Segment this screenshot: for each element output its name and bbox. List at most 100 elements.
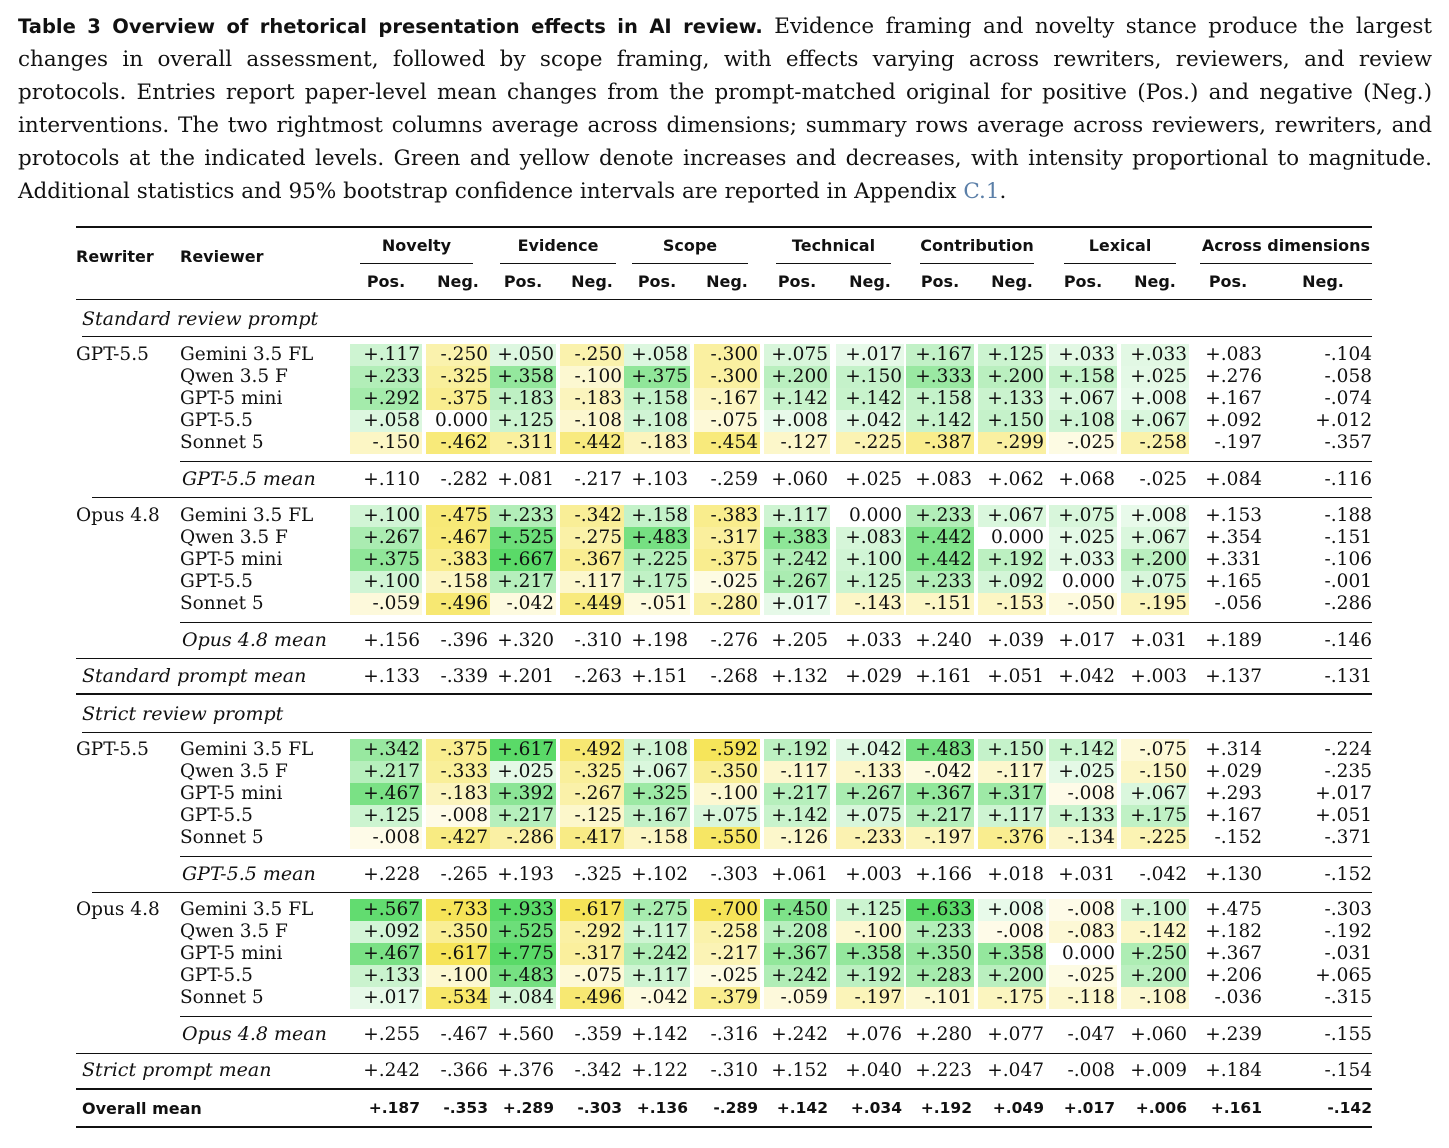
table-row-cell: -.475: [426, 505, 490, 527]
block-mean-row-cell: +.240: [915, 630, 972, 651]
section-mean-row-cell: -.310: [710, 1060, 758, 1081]
table-row-cell: -.143: [836, 593, 904, 615]
table-row-cell: +.029: [1205, 761, 1262, 782]
header-group-rule: [1064, 263, 1176, 264]
overall-mean-row-cell: +.017: [1063, 1099, 1115, 1117]
table-row-cell: +.083: [1205, 344, 1262, 365]
block-mean-row-cell: +.198: [631, 630, 688, 651]
table-row-cell: +.375: [350, 549, 422, 571]
block-mean-row-cell: -.282: [440, 469, 488, 490]
section-mean-row-cell: +.009: [1130, 1060, 1187, 1081]
header-pos: Pos.: [503, 272, 543, 291]
header-pos: Pos.: [637, 272, 677, 291]
section-mean-row-cell: +.029: [845, 666, 902, 687]
header-neg: Neg.: [991, 272, 1033, 291]
table-row-cell: +.153: [1205, 505, 1262, 526]
table-row-cell: -.133: [836, 761, 904, 783]
table-row-cell: +.200: [978, 366, 1046, 388]
table-row-cell: -.008: [978, 921, 1046, 943]
table-row-cell: +.250: [1121, 943, 1189, 965]
table-row-cell: -.074: [1324, 388, 1372, 409]
table-caption: Table 3 Overview of rhetorical presentat…: [18, 10, 1432, 208]
table-row-cell: +.025: [490, 761, 556, 783]
table-row-cell: +.117: [764, 505, 830, 527]
table-row-cell: -.100: [426, 965, 490, 987]
table-row-cell: +.075: [836, 805, 904, 827]
section-end-rule: [76, 1088, 1372, 1090]
table-row-cell: -.427: [426, 827, 490, 849]
table-row-cell: -.299: [978, 432, 1046, 454]
table-row-cell: -.126: [764, 827, 830, 849]
table-row-cell: -.075: [694, 410, 760, 432]
header-group-0: Novelty: [381, 236, 452, 255]
table-row-cell: +.100: [1121, 899, 1189, 921]
table-row-cell: -.100: [836, 921, 904, 943]
table-row-cell: +.175: [624, 571, 690, 593]
table-row-cell: +.525: [490, 921, 556, 943]
caption-body: Evidence framing and novelty stance prod…: [18, 14, 1432, 204]
header-group-rule: [632, 263, 748, 264]
caption-lead: Table 3 Overview of rhetorical presentat…: [18, 15, 763, 38]
table-row-cell: -.056: [1214, 593, 1262, 614]
table-row-cell: -.250: [560, 344, 624, 366]
table-row-cell: -.025: [1049, 965, 1117, 987]
table-row-cell: +.008: [764, 410, 830, 432]
table-row-cell: 0.000: [991, 527, 1044, 548]
table-row-cell: +.083: [836, 527, 904, 549]
rewriter-label: Opus 4.8: [76, 505, 160, 526]
table-row-cell: -.125: [560, 805, 624, 827]
overall-mean-label: Overall mean: [82, 1099, 202, 1118]
table-row-cell: +.058: [350, 410, 422, 432]
table-row-cell: +.267: [836, 783, 904, 805]
reviewer-label: Gemini 3.5 FL: [180, 739, 314, 760]
table-row-cell: -.275: [560, 527, 624, 549]
table-row-cell: +.392: [490, 783, 556, 805]
table-row-cell: -.300: [694, 344, 760, 366]
table-row-cell: +.933: [490, 899, 556, 921]
block-mean-row-cell: -.047: [1067, 1024, 1115, 1045]
block-mean-row-cell: -.359: [574, 1024, 622, 1045]
table-row-cell: -.152: [1214, 827, 1262, 848]
section-mean-row-cell: +.122: [631, 1060, 688, 1081]
table-row-cell: +.142: [836, 388, 904, 410]
table-row-cell: -.350: [426, 921, 490, 943]
block-end-rule: [92, 892, 1372, 893]
table-row-cell: +.325: [624, 783, 690, 805]
section-mean-row-cell: +.161: [915, 666, 972, 687]
table-row-cell: -.117: [978, 761, 1046, 783]
table-row-cell: -.250: [426, 344, 490, 366]
table-row-cell: +.233: [906, 571, 974, 593]
block-mean-row-cell: +.025: [845, 469, 902, 490]
table-row-cell: +.075: [1121, 571, 1189, 593]
appendix-link[interactable]: C.1: [963, 179, 1000, 204]
table-row-cell: -.153: [978, 593, 1046, 615]
header-pos: Pos.: [366, 272, 406, 291]
table-row-cell: +.158: [906, 388, 974, 410]
block-mean-row-cell: +.039: [987, 630, 1044, 651]
table-row-cell: -.188: [1324, 505, 1372, 526]
table-row-cell: +.775: [490, 943, 556, 965]
table-row-cell: +.058: [624, 344, 690, 366]
block-mean-row-cell: -.467: [440, 1024, 488, 1045]
block-mean-row-cell: -.259: [710, 469, 758, 490]
table-row-cell: +.150: [978, 739, 1046, 761]
block-mean-row-cell: -.316: [710, 1024, 758, 1045]
block-mean-row-cell: +.228: [363, 864, 420, 885]
table-row-cell: +.067: [1049, 388, 1117, 410]
table-row-cell: -.025: [694, 965, 760, 987]
header-group-3: Technical: [791, 236, 876, 255]
block-mean-rule: [180, 622, 1372, 623]
table-row-cell: -.233: [836, 827, 904, 849]
table-row-cell: +.450: [764, 899, 830, 921]
table-row-cell: -.151: [1324, 527, 1372, 548]
table-row-cell: -.496: [560, 987, 624, 1009]
table-row-cell: +.233: [906, 921, 974, 943]
table-row-cell: -.197: [1214, 432, 1262, 453]
table-row-cell: -.104: [1324, 344, 1372, 365]
table-row-cell: +.475: [1205, 899, 1262, 920]
table-row-cell: +.142: [764, 388, 830, 410]
reviewer-label: GPT-5.5: [180, 965, 253, 986]
table-row-cell: -.292: [560, 921, 624, 943]
table-row-cell: -.700: [694, 899, 760, 921]
table-row-cell: -.733: [426, 899, 490, 921]
